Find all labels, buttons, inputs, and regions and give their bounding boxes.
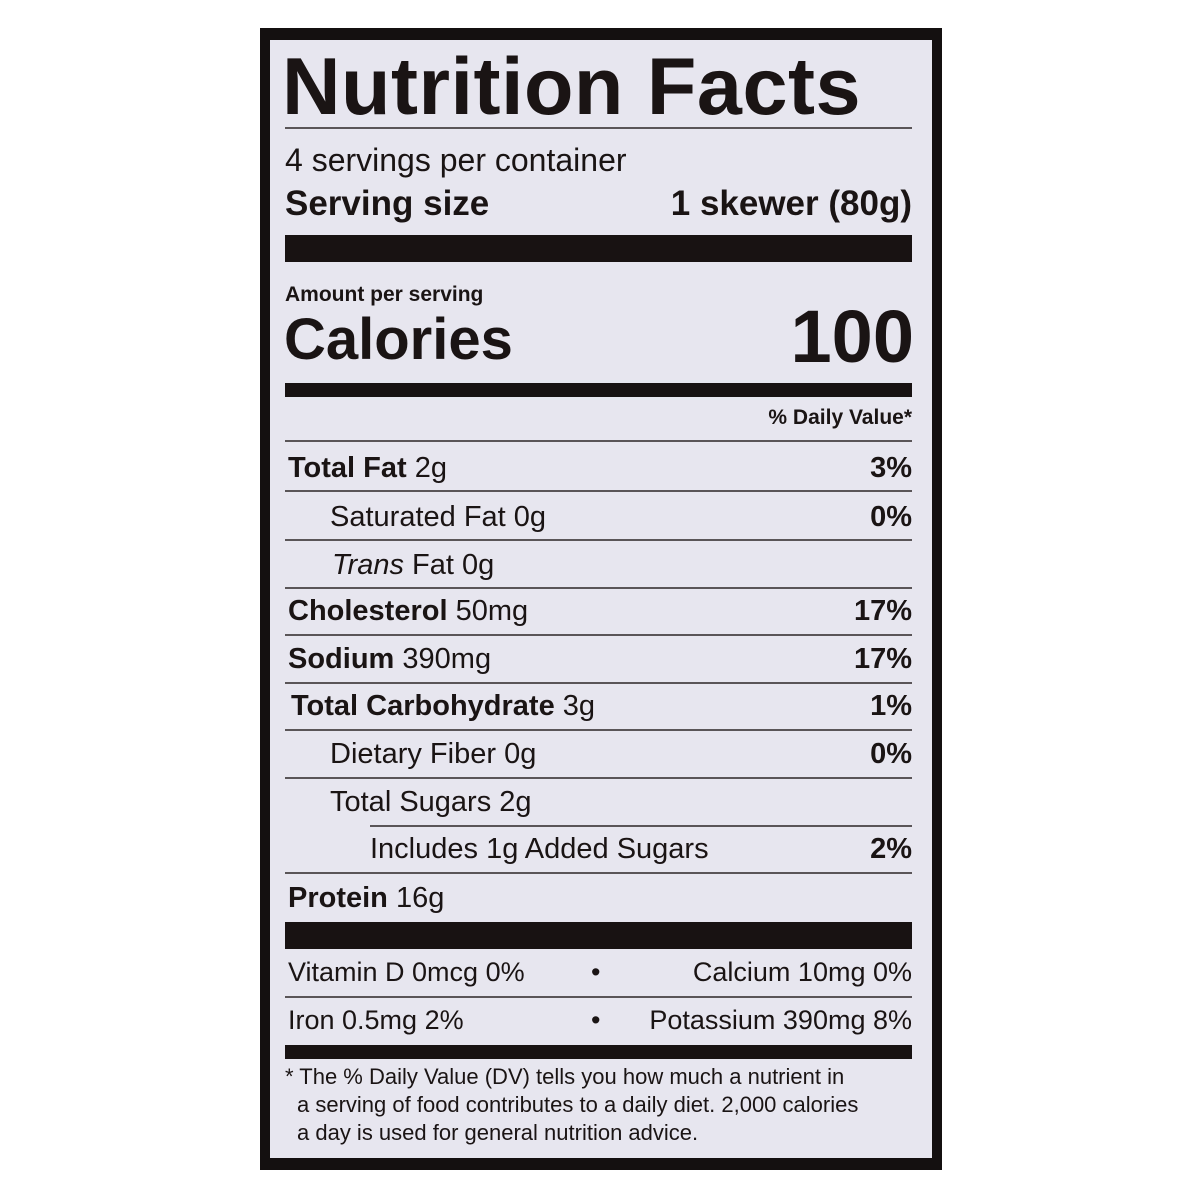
divider bbox=[285, 729, 912, 731]
daily-value-header: % Daily Value* bbox=[768, 406, 912, 429]
nutrient-dv: 17% bbox=[853, 595, 912, 627]
bullet: • bbox=[591, 1005, 601, 1035]
nutrient-row-protein: Protein 16g bbox=[288, 878, 912, 918]
nutrient-name: Sodium bbox=[288, 643, 395, 675]
divider bbox=[285, 587, 912, 589]
divider bbox=[285, 440, 912, 442]
nutrient-name: Saturated Fat bbox=[330, 501, 506, 533]
nutrient-name: Cholesterol bbox=[288, 595, 448, 627]
divider bbox=[285, 634, 912, 636]
nutrient-row-total-carbohydrate: Total Carbohydrate 3g 1% bbox=[288, 686, 912, 726]
footnote-line: a day is used for general nutrition advi… bbox=[297, 1120, 699, 1145]
nutrient-dv: 0% bbox=[870, 501, 912, 533]
amount-per-serving: Amount per serving bbox=[285, 283, 484, 306]
nutrient-amount: 390mg bbox=[402, 643, 492, 675]
nutrient-row-saturated-fat: Saturated Fat 0g 0% bbox=[288, 497, 912, 537]
calcium: Calcium 10mg 0% bbox=[692, 957, 912, 987]
nutrient-amount: 0g bbox=[504, 738, 537, 770]
nutrient-row-added-sugars: Includes 1g Added Sugars 2% bbox=[288, 829, 912, 869]
calories-value: 100 bbox=[790, 295, 914, 378]
nutrient-dv: 2% bbox=[870, 833, 912, 865]
nutrient-row-total-sugars: Total Sugars 2g bbox=[288, 782, 912, 822]
footnote: * The % Daily Value (DV) tells you how m… bbox=[285, 1063, 912, 1147]
bullet: • bbox=[591, 957, 601, 987]
micro-row-2: Iron 0.5mg 2% • Potassium 390mg 8% bbox=[288, 1000, 912, 1040]
serving-size-label: Serving size bbox=[285, 184, 490, 223]
nutrient-dv: 1% bbox=[870, 690, 912, 722]
nutrient-dv: 0% bbox=[870, 738, 912, 770]
serving-size-value: 1 skewer (80g) bbox=[670, 184, 912, 223]
nutrient-amount: 50mg bbox=[455, 595, 529, 627]
iron: Iron 0.5mg 2% bbox=[288, 1005, 464, 1035]
nutrient-amount: 16g bbox=[395, 882, 445, 914]
nutrient-name: Includes 1g Added Sugars bbox=[370, 833, 709, 865]
divider bbox=[370, 825, 912, 827]
thick-divider bbox=[285, 235, 912, 262]
medium-divider bbox=[285, 1045, 912, 1059]
nutrient-amount: 0g bbox=[513, 501, 547, 533]
divider bbox=[285, 872, 912, 874]
nutrient-amount: 2g bbox=[499, 786, 532, 818]
nutrient-row-sodium: Sodium 390mg 17% bbox=[288, 639, 912, 679]
potassium: Potassium 390mg 8% bbox=[649, 1005, 912, 1035]
nutrient-name: Total Carbohydrate bbox=[291, 690, 555, 722]
nutrient-name: Trans bbox=[332, 549, 404, 581]
nutrient-name: Total Fat bbox=[288, 452, 407, 484]
nutrient-row-trans-fat: Trans Fat 0g bbox=[288, 545, 912, 585]
divider bbox=[285, 777, 912, 779]
divider bbox=[285, 490, 912, 492]
micro-row-1: Vitamin D 0mcg 0% • Calcium 10mg 0% bbox=[288, 952, 912, 992]
label-panel bbox=[270, 40, 932, 1158]
label-title: Nutrition Facts bbox=[282, 42, 862, 132]
nutrient-dv: 3% bbox=[870, 452, 912, 484]
nutrient-name: Total Sugars bbox=[330, 786, 492, 818]
nutrient-name-rest: Fat bbox=[412, 549, 454, 581]
footnote-line: * The % Daily Value (DV) tells you how m… bbox=[285, 1064, 845, 1089]
divider bbox=[285, 996, 912, 998]
calories-label: Calories bbox=[284, 307, 513, 372]
nutrient-amount: 2g bbox=[414, 452, 448, 484]
divider bbox=[285, 127, 912, 129]
divider bbox=[285, 539, 912, 541]
nutrient-amount: 3g bbox=[562, 690, 596, 722]
nutrient-dv: 17% bbox=[853, 643, 912, 675]
thick-divider bbox=[285, 922, 912, 949]
medium-divider bbox=[285, 383, 912, 397]
nutrient-row-cholesterol: Cholesterol 50mg 17% bbox=[288, 591, 912, 631]
servings-per-container: 4 servings per container bbox=[285, 142, 627, 178]
nutrient-name: Protein bbox=[288, 882, 388, 914]
nutrient-row-total-fat: Total Fat 2g 3% bbox=[288, 448, 912, 488]
footnote-line: a serving of food contributes to a daily… bbox=[297, 1092, 859, 1117]
nutrient-row-dietary-fiber: Dietary Fiber 0g 0% bbox=[288, 734, 912, 774]
nutrient-name: Dietary Fiber bbox=[330, 738, 496, 770]
vitamin-d: Vitamin D 0mcg 0% bbox=[288, 957, 525, 987]
divider bbox=[285, 682, 912, 684]
nutrient-amount: 0g bbox=[462, 549, 495, 581]
